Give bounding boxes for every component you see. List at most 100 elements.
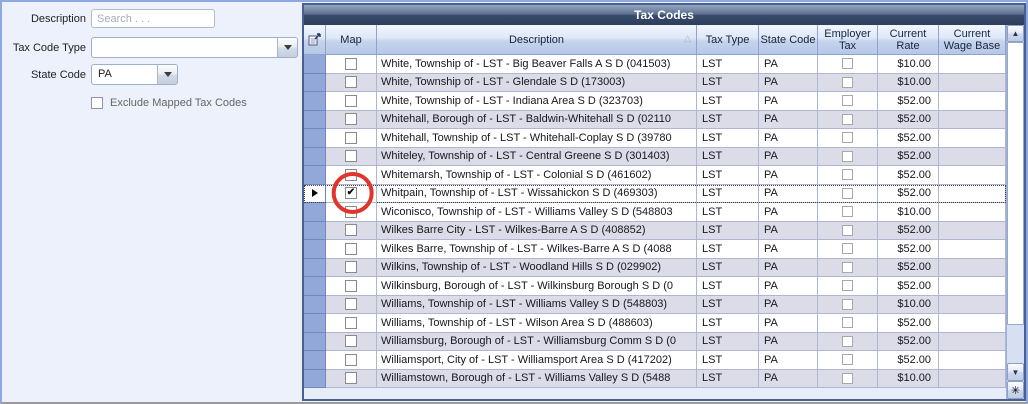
tax-type-cell[interactable]: LST (697, 92, 759, 111)
table-row[interactable]: White, Township of - LST - Glendale S D … (304, 73, 1006, 92)
row-selector-cell[interactable] (304, 277, 326, 296)
column-header-current-rate[interactable]: Current Rate (878, 25, 939, 55)
current-rate-cell[interactable]: $52.00 (878, 314, 939, 333)
employer-tax-checkbox[interactable] (842, 206, 853, 218)
column-header-tax-type[interactable]: Tax Type (697, 25, 759, 55)
state-code-cell[interactable]: PA (759, 240, 818, 259)
row-selector-cell[interactable] (304, 73, 326, 92)
employer-tax-checkbox[interactable] (842, 261, 853, 273)
current-rate-cell[interactable]: $52.00 (878, 166, 939, 185)
current-rate-cell[interactable]: $52.00 (878, 184, 939, 203)
map-checkbox[interactable] (345, 131, 357, 144)
current-rate-cell[interactable]: $10.00 (878, 73, 939, 92)
table-row[interactable]: Williams, Township of - LST - Wilson Are… (304, 314, 1006, 333)
row-selector-cell[interactable] (304, 184, 326, 203)
employer-tax-checkbox[interactable] (842, 132, 853, 144)
current-rate-cell[interactable]: $10.00 (878, 203, 939, 222)
scroll-up-button[interactable]: ▲ (1007, 25, 1024, 42)
current-wage-base-cell[interactable] (939, 166, 1006, 185)
current-rate-cell[interactable]: $10.00 (878, 369, 939, 388)
tax-type-cell[interactable]: LST (697, 129, 759, 148)
tax-type-cell[interactable]: LST (697, 258, 759, 277)
new-row-button[interactable]: ✳ (1007, 381, 1024, 399)
state-code-cell[interactable]: PA (759, 147, 818, 166)
description-cell[interactable]: Wilkes Barre City - LST - Wilkes-Barre A… (377, 221, 697, 240)
row-selector-cell[interactable] (304, 221, 326, 240)
row-selector-cell[interactable] (304, 147, 326, 166)
row-selector-cell[interactable] (304, 203, 326, 222)
row-selector-cell[interactable] (304, 369, 326, 388)
map-checkbox[interactable]: ✔ (345, 187, 357, 200)
map-checkbox[interactable] (345, 316, 357, 329)
description-cell[interactable]: Whitehall, Borough of - LST - Baldwin-Wh… (377, 110, 697, 129)
vertical-scrollbar[interactable]: ▲ ▼ ✳ (1006, 25, 1024, 399)
state-code-cell[interactable]: PA (759, 369, 818, 388)
row-selector-cell[interactable] (304, 166, 326, 185)
description-cell[interactable]: Whiteley, Township of - LST - Central Gr… (377, 147, 697, 166)
tax-type-cell[interactable]: LST (697, 369, 759, 388)
table-row[interactable]: ✔ Whitpain, Township of - LST - Wissahick… (304, 172, 1006, 215)
tax-type-cell[interactable]: LST (697, 73, 759, 92)
row-selector-cell[interactable] (304, 351, 326, 370)
current-wage-base-cell[interactable] (939, 369, 1006, 388)
map-checkbox[interactable] (345, 279, 357, 292)
table-row[interactable]: Williams, Township of - LST - Williams V… (304, 295, 1006, 314)
current-rate-cell[interactable]: $52.00 (878, 277, 939, 296)
row-selector-cell[interactable] (304, 314, 326, 333)
employer-tax-checkbox[interactable] (842, 187, 853, 199)
state-code-cell[interactable]: PA (759, 73, 818, 92)
description-cell[interactable]: Williams, Township of - LST - Williams V… (377, 295, 697, 314)
current-rate-cell[interactable]: $52.00 (878, 332, 939, 351)
state-code-cell[interactable]: PA (759, 184, 818, 203)
map-checkbox[interactable] (345, 353, 357, 366)
state-code-dropdown-button[interactable] (157, 65, 177, 84)
table-row[interactable]: Williamsburg, Borough of - LST - William… (304, 332, 1006, 351)
current-wage-base-cell[interactable] (939, 351, 1006, 370)
table-row[interactable]: Whiteley, Township of - LST - Central Gr… (304, 147, 1006, 166)
field-chooser-button[interactable] (304, 25, 326, 55)
scrollbar-track[interactable] (1007, 325, 1024, 363)
employer-tax-checkbox[interactable] (842, 280, 853, 292)
description-cell[interactable]: Whitpain, Township of - LST - Wissahicko… (377, 184, 697, 203)
table-row[interactable]: Whitemarsh, Township of - LST - Colonial… (304, 166, 1006, 185)
current-wage-base-cell[interactable] (939, 277, 1006, 296)
tax-type-cell[interactable]: LST (697, 203, 759, 222)
state-code-cell[interactable]: PA (759, 258, 818, 277)
employer-tax-checkbox[interactable] (842, 113, 853, 125)
state-code-cell[interactable]: PA (759, 55, 818, 74)
column-header-employer-tax[interactable]: Employer Tax (818, 25, 878, 55)
map-checkbox[interactable] (345, 224, 357, 237)
tax-type-cell[interactable]: LST (697, 110, 759, 129)
current-wage-base-cell[interactable] (939, 129, 1006, 148)
state-code-cell[interactable]: PA (759, 332, 818, 351)
current-wage-base-cell[interactable] (939, 332, 1006, 351)
description-cell[interactable]: Williamstown, Borough of - LST - William… (377, 369, 697, 388)
current-rate-cell[interactable]: $52.00 (878, 129, 939, 148)
map-checkbox[interactable] (345, 261, 357, 274)
current-wage-base-cell[interactable] (939, 184, 1006, 203)
current-rate-cell[interactable]: $52.00 (878, 351, 939, 370)
state-code-cell[interactable]: PA (759, 129, 818, 148)
table-row[interactable]: Wilkes Barre, Township of - LST - Wilkes… (304, 240, 1006, 259)
row-selector-cell[interactable] (304, 55, 326, 74)
current-wage-base-cell[interactable] (939, 314, 1006, 333)
description-cell[interactable]: Wilkinsburg, Borough of - LST - Wilkinsb… (377, 277, 697, 296)
column-header-state-code[interactable]: State Code (759, 25, 818, 55)
scrollbar-thumb[interactable] (1007, 42, 1024, 325)
state-code-cell[interactable]: PA (759, 92, 818, 111)
description-cell[interactable]: Wiconisco, Township of - LST - Williams … (377, 203, 697, 222)
current-wage-base-cell[interactable] (939, 73, 1006, 92)
state-code-cell[interactable]: PA (759, 314, 818, 333)
tax-type-cell[interactable]: LST (697, 147, 759, 166)
tax-type-cell[interactable]: LST (697, 184, 759, 203)
current-rate-cell[interactable]: $52.00 (878, 110, 939, 129)
current-wage-base-cell[interactable] (939, 203, 1006, 222)
map-checkbox[interactable] (345, 150, 357, 163)
map-checkbox[interactable] (345, 76, 357, 89)
employer-tax-checkbox[interactable] (842, 169, 853, 181)
employer-tax-checkbox[interactable] (842, 243, 853, 255)
description-search-input[interactable] (91, 9, 215, 28)
current-wage-base-cell[interactable] (939, 221, 1006, 240)
description-cell[interactable]: Wilkins, Township of - LST - Woodland Hi… (377, 258, 697, 277)
tax-type-cell[interactable]: LST (697, 314, 759, 333)
